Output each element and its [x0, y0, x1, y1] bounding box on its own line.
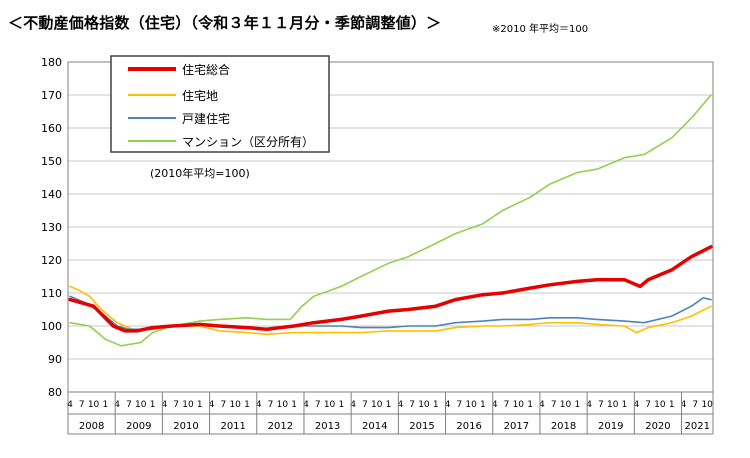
x-tick-label: 7	[645, 400, 651, 410]
x-tick-label: 7	[409, 400, 415, 410]
x-tick-label: 1	[102, 400, 108, 410]
y-tick-label: 110	[41, 287, 62, 300]
series-line-detached-house	[69, 295, 712, 331]
x-tick-label: 10	[324, 400, 336, 410]
year-label: 2012	[268, 421, 293, 432]
page-title: ＜不動産価格指数（住宅）（令和３年１１月分・季節調整値）＞	[8, 14, 442, 32]
x-tick-label: 10	[607, 400, 619, 410]
x-tick-label: 4	[539, 400, 545, 410]
series-line-condominium	[69, 94, 712, 347]
year-label: 2018	[551, 421, 576, 432]
y-tick-label: 150	[41, 155, 62, 168]
x-tick-label: 7	[598, 400, 604, 410]
x-tick-label: 10	[418, 400, 430, 410]
y-tick-label: 140	[41, 188, 62, 201]
y-tick-label: 100	[41, 320, 62, 333]
x-tick-label: 1	[622, 400, 628, 410]
x-tick-label: 4	[350, 400, 356, 410]
year-label: 2015	[409, 421, 434, 432]
x-tick-label: 7	[220, 400, 226, 410]
x-tick-label: 10	[701, 400, 713, 410]
year-label: 2019	[598, 421, 623, 432]
year-label: 2016	[456, 421, 481, 432]
x-tick-label: 7	[126, 400, 132, 410]
x-tick-label: 1	[669, 400, 675, 410]
chart-annotation: (2010年平均=100)	[150, 166, 250, 180]
x-tick-label: 10	[277, 400, 289, 410]
year-label: 2011	[220, 421, 245, 432]
year-label: 2017	[504, 421, 529, 432]
x-tick-label: 4	[161, 400, 167, 410]
x-tick-label: 4	[67, 400, 73, 410]
year-label: 2014	[362, 421, 387, 432]
x-tick-label: 7	[456, 400, 462, 410]
x-tick-label: 10	[182, 400, 194, 410]
x-tick-label: 4	[114, 400, 120, 410]
x-tick-label: 4	[256, 400, 262, 410]
x-tick-label: 4	[681, 400, 687, 410]
x-tick-label: 1	[574, 400, 580, 410]
year-label: 2020	[645, 421, 670, 432]
year-label: 2009	[126, 421, 151, 432]
legend-box	[110, 55, 330, 153]
x-tick-label: 7	[551, 400, 557, 410]
x-tick-label: 1	[527, 400, 533, 410]
y-tick-label: 180	[41, 56, 62, 69]
legend-label-detached: 戸建住宅	[182, 111, 230, 126]
x-tick-label: 7	[173, 400, 179, 410]
x-tick-label: 7	[79, 400, 85, 410]
year-label: 2010	[173, 421, 198, 432]
x-tick-label: 4	[633, 400, 639, 410]
x-tick-label: 4	[445, 400, 451, 410]
legend-label-total: 住宅総合	[182, 62, 230, 77]
x-tick-label: 1	[291, 400, 297, 410]
x-tick-label: 4	[209, 400, 215, 410]
x-tick-label: 10	[560, 400, 572, 410]
x-tick-label: 1	[197, 400, 203, 410]
plot-border	[67, 61, 714, 393]
x-tick-label: 7	[362, 400, 368, 410]
year-label: 2013	[315, 421, 340, 432]
x-tick-label: 1	[244, 400, 250, 410]
x-tick-label: 10	[654, 400, 666, 410]
x-tick-label: 10	[465, 400, 477, 410]
x-tick-label: 10	[371, 400, 383, 410]
y-tick-label: 130	[41, 221, 62, 234]
y-tick-label: 80	[48, 386, 62, 399]
x-tick-label: 1	[150, 400, 156, 410]
y-tick-label: 160	[41, 122, 62, 135]
y-tick-label: 120	[41, 254, 62, 267]
year-label: 2021	[685, 421, 710, 432]
year-label: 2008	[79, 421, 104, 432]
x-tick-label: 4	[397, 400, 403, 410]
series-line-total	[68, 245, 713, 333]
base-note: ※2010 年平均＝100	[492, 24, 589, 35]
x-tick-label: 1	[480, 400, 486, 410]
x-tick-label: 1	[386, 400, 392, 410]
y-tick-label: 170	[41, 89, 62, 102]
x-tick-label: 1	[338, 400, 344, 410]
x-tick-label: 4	[303, 400, 309, 410]
legend-label-condo: マンション（区分所有）	[182, 135, 314, 149]
x-tick-label: 7	[504, 400, 510, 410]
legend: 住宅総合 住宅地 戸建住宅 マンション（区分所有）	[110, 55, 330, 153]
series-layer	[68, 94, 713, 347]
y-tick-label: 90	[48, 353, 62, 366]
x-tick-label: 10	[229, 400, 241, 410]
x-tick-label: 1	[433, 400, 439, 410]
x-tick-label: 10	[88, 400, 100, 410]
x-tick-label: 7	[692, 400, 698, 410]
x-tick-label: 10	[135, 400, 147, 410]
legend-label-land: 住宅地	[182, 88, 218, 103]
x-tick-label: 7	[268, 400, 274, 410]
x-tick-label: 4	[586, 400, 592, 410]
x-tick-label: 4	[492, 400, 498, 410]
x-tick-label: 7	[315, 400, 321, 410]
x-tick-label: 10	[513, 400, 525, 410]
